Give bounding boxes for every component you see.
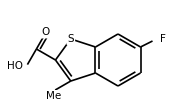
Text: O: O xyxy=(41,27,49,37)
Text: Me: Me xyxy=(46,91,61,101)
Text: F: F xyxy=(160,34,165,44)
Text: HO: HO xyxy=(7,61,23,71)
Text: S: S xyxy=(68,34,74,44)
